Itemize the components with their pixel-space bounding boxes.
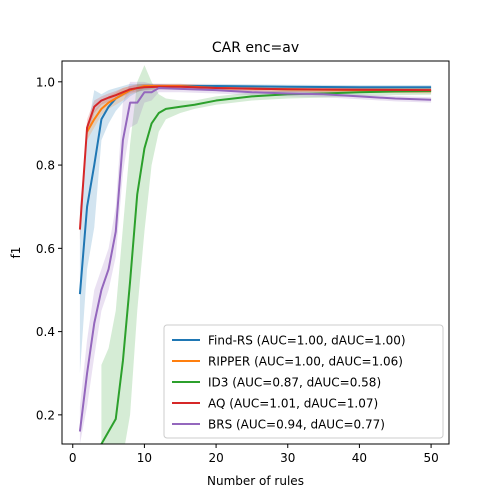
legend-label-id3: ID3 (AUC=0.87, dAUC=0.58) — [208, 376, 381, 390]
series-lines — [78, 84, 432, 444]
chart-title: CAR enc=av — [212, 40, 299, 56]
legend-label-aq: AQ (AUC=1.01, dAUC=1.07) — [208, 397, 378, 411]
x-tick-label: 10 — [137, 451, 152, 465]
x-tick-label: 20 — [208, 451, 223, 465]
y-tick-label: 0.6 — [36, 242, 55, 256]
legend-label-ripper: RIPPER (AUC=1.00, dAUC=1.06) — [208, 355, 403, 369]
y-tick-label: 1.0 — [36, 75, 55, 89]
y-axis-label: f1 — [9, 247, 23, 259]
x-axis-ticks: 0 10 20 30 40 50 — [69, 444, 439, 465]
x-tick-label: 30 — [280, 451, 295, 465]
y-tick-label: 0.4 — [36, 325, 55, 339]
legend: Find-RS (AUC=1.00, dAUC=1.00) RIPPER (AUC… — [163, 324, 444, 439]
legend-label-brs: BRS (AUC=0.94, dAUC=0.77) — [208, 418, 385, 432]
y-tick-label: 0.2 — [36, 408, 55, 422]
y-axis-ticks: 0.2 0.4 0.6 0.8 1.0 — [36, 75, 62, 422]
y-tick-label: 0.8 — [36, 159, 55, 173]
x-tick-label: 50 — [423, 451, 438, 465]
x-tick-label: 0 — [69, 451, 77, 465]
x-axis-label: Number of rules — [207, 474, 304, 488]
legend-box — [163, 324, 444, 439]
series-line-brs — [78, 87, 432, 432]
x-tick-label: 40 — [352, 451, 367, 465]
series-line-aq — [78, 85, 432, 230]
legend-label-find-rs: Find-RS (AUC=1.00, dAUC=1.00) — [208, 334, 406, 348]
plot-frame — [61, 60, 450, 445]
